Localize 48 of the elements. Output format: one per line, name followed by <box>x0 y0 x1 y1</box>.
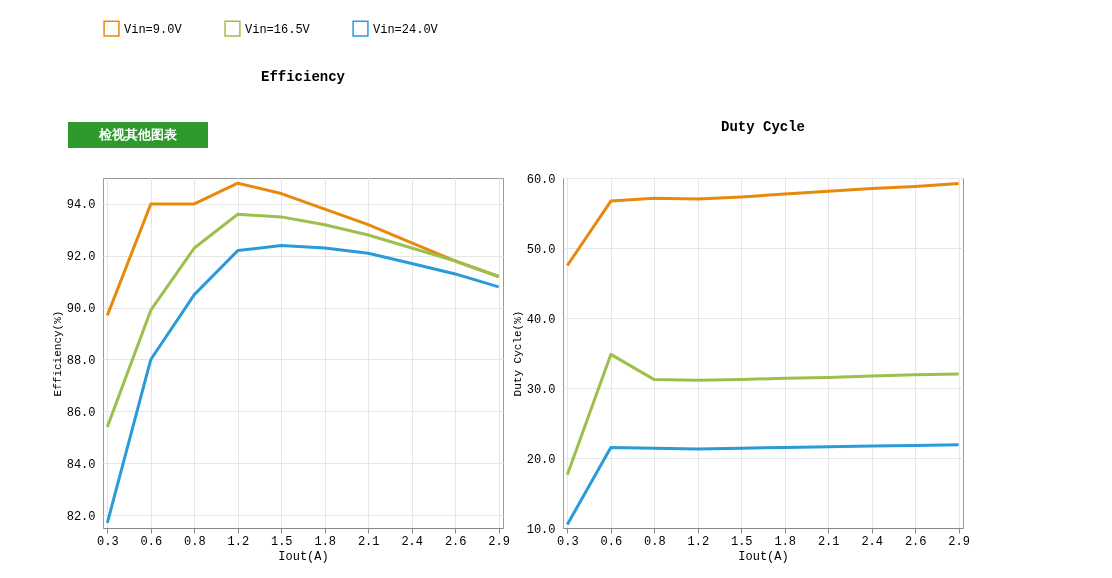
x-tick-label: 2.6 <box>444 534 467 549</box>
x-tick-label: 2.9 <box>488 534 510 549</box>
line-series <box>565 443 961 526</box>
x-tick-label: 2.1 <box>357 534 380 549</box>
chart-title: Efficiency <box>260 69 346 85</box>
y-tick-label: 50.0 <box>526 242 556 257</box>
x-tick-label: 2.4 <box>861 534 883 549</box>
y-tick-label: 84.0 <box>66 457 96 472</box>
x-tick-label: 1.2 <box>687 534 710 549</box>
line-series <box>565 352 961 477</box>
x-tick-label: 1.5 <box>270 534 293 549</box>
x-tick-label: 0.3 <box>97 534 119 549</box>
y-tick-label: 30.0 <box>526 382 556 397</box>
x-tick-label: 0.8 <box>184 534 206 549</box>
x-tick-label: 2.6 <box>904 534 927 549</box>
x-tick-label: 2.9 <box>948 534 970 549</box>
y-tick-label: 86.0 <box>66 405 96 420</box>
y-tick-label: 94.0 <box>66 198 96 213</box>
x-tick-label: 1.8 <box>314 534 337 549</box>
x-tick-label: 1.8 <box>774 534 797 549</box>
x-tick-label: 1.5 <box>730 534 753 549</box>
y-tick-label: 92.0 <box>66 250 96 265</box>
y-tick-label: 60.0 <box>526 172 556 187</box>
y-tick-label: 20.0 <box>526 452 556 467</box>
x-tick-label: 0.6 <box>600 534 623 549</box>
line-series <box>105 243 501 525</box>
x-axis-title: Iout(A) <box>278 549 329 564</box>
legend-label: Vin=24.0V <box>373 22 439 37</box>
chart-title: Duty Cycle <box>720 119 806 135</box>
x-tick-label: 2.4 <box>401 534 423 549</box>
y-tick-label: 88.0 <box>66 353 96 368</box>
line-series <box>105 212 501 429</box>
x-tick-label: 2.1 <box>817 534 840 549</box>
legend-label: Vin=16.5V <box>245 22 311 37</box>
text: 检视其他图表 <box>98 127 178 142</box>
x-axis-title: Iout(A) <box>738 549 789 564</box>
y-tick-label: 82.0 <box>66 509 96 524</box>
line-series <box>565 182 961 267</box>
legend-label: Vin=9.0V <box>124 22 183 37</box>
y-tick-label: 90.0 <box>66 302 96 317</box>
x-tick-label: 1.2 <box>227 534 250 549</box>
y-axis-title: Duty Cycle(%) <box>511 310 524 397</box>
x-tick-label: 0.8 <box>644 534 666 549</box>
y-axis-title: Efficiency(%) <box>51 310 64 397</box>
x-tick-label: 0.3 <box>557 534 579 549</box>
y-tick-label: 10.0 <box>526 522 556 537</box>
y-tick-label: 40.0 <box>526 312 556 327</box>
x-tick-label: 0.6 <box>140 534 163 549</box>
